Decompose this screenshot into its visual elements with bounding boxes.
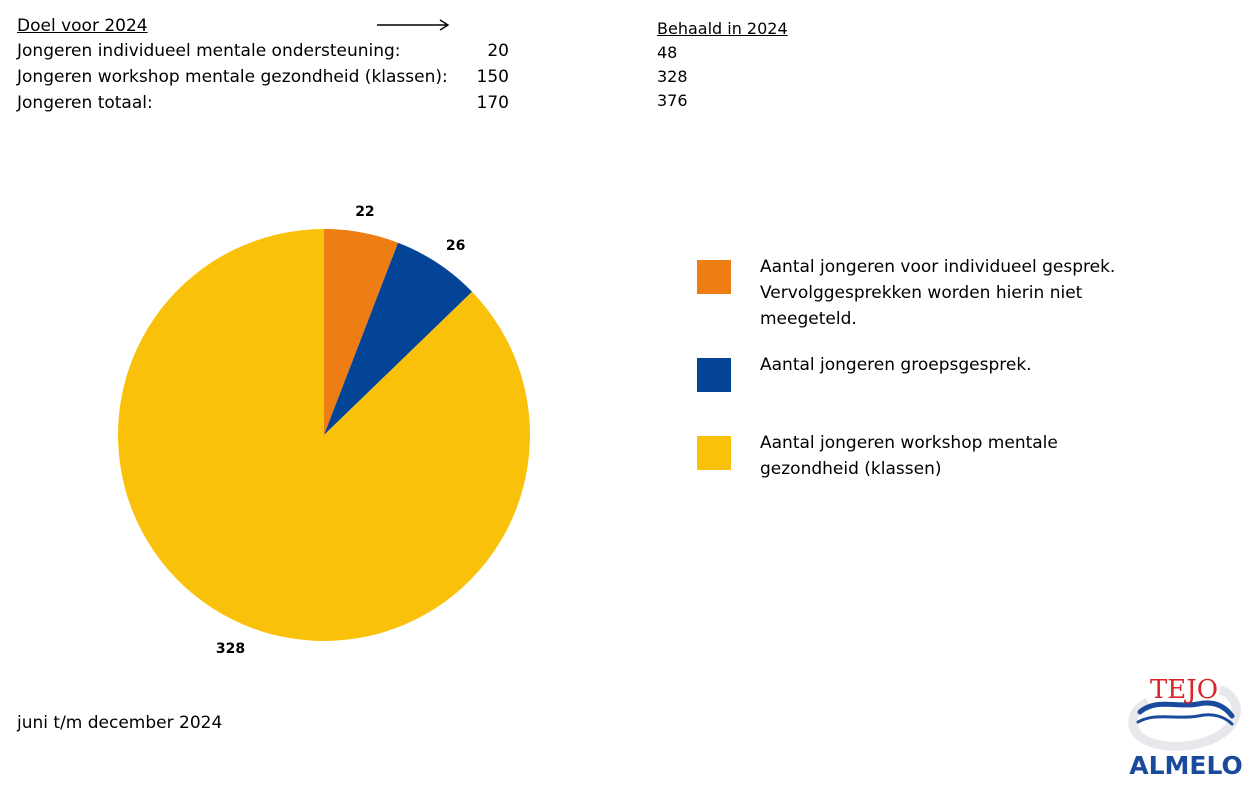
pie-slice [117,229,530,641]
arrow-right-icon [377,19,450,31]
legend-item-individual: Aantal jongeren voor individueel gesprek… [697,254,1140,352]
pie-data-label: 328 [216,641,245,657]
pie-chart: 22 26 328 [117,204,530,657]
goal-label: Jongeren workshop mentale gezondheid (kl… [17,67,448,87]
period-footer: juni t/m december 2024 [17,713,223,733]
goal-value: 150 [476,67,509,87]
pie-slice [324,229,399,435]
legend-label: Aantal jongeren groepsgesprek. [760,355,1032,375]
goal-row-individual: Jongeren individueel mentale ondersteuni… [17,38,509,64]
legend-item-group: Aantal jongeren groepsgesprek. [697,352,1140,430]
achieved-value-total: 376 [657,91,688,110]
legend-swatch [697,436,731,470]
pie-slice [324,242,473,435]
pie-data-label: 26 [446,238,465,254]
chart-legend: Aantal jongeren voor individueel gesprek… [697,254,1140,490]
goal-row-total: Jongeren totaal: 170 [17,90,509,116]
pie-labels: 22 26 328 [216,204,465,657]
goal-value: 170 [476,93,509,113]
legend-label: Aantal jongeren workshop mentale gezondh… [760,433,1058,479]
achieved-title: Behaald in 2024 [657,19,788,38]
tejo-almelo-logo: TEJO ALMELO [1128,675,1243,780]
goal-label: Jongeren individueel mentale ondersteuni… [17,41,401,61]
legend-item-workshop: Aantal jongeren workshop mentale gezondh… [697,430,1140,490]
achieved-block: Behaald in 2024 48 328 376 [657,17,788,113]
goal-title: Doel voor 2024 [17,16,148,36]
legend-swatch [697,260,731,294]
goal-row-workshop: Jongeren workshop mentale gezondheid (kl… [17,64,509,90]
legend-label: Aantal jongeren voor individueel gesprek… [760,257,1116,329]
achieved-value-workshop: 328 [657,67,688,86]
pie-data-label: 22 [355,204,374,220]
logo-bottom-text: ALMELO [1129,751,1243,780]
goal-block: Doel voor 2024 Jongeren individueel ment… [17,14,509,116]
achieved-value-individual: 48 [657,43,678,62]
goal-value: 20 [487,41,509,61]
pie-slices [117,229,530,641]
goal-label: Jongeren totaal: [17,93,153,113]
legend-swatch [697,358,731,392]
logo-top-text: TEJO [1150,675,1218,705]
